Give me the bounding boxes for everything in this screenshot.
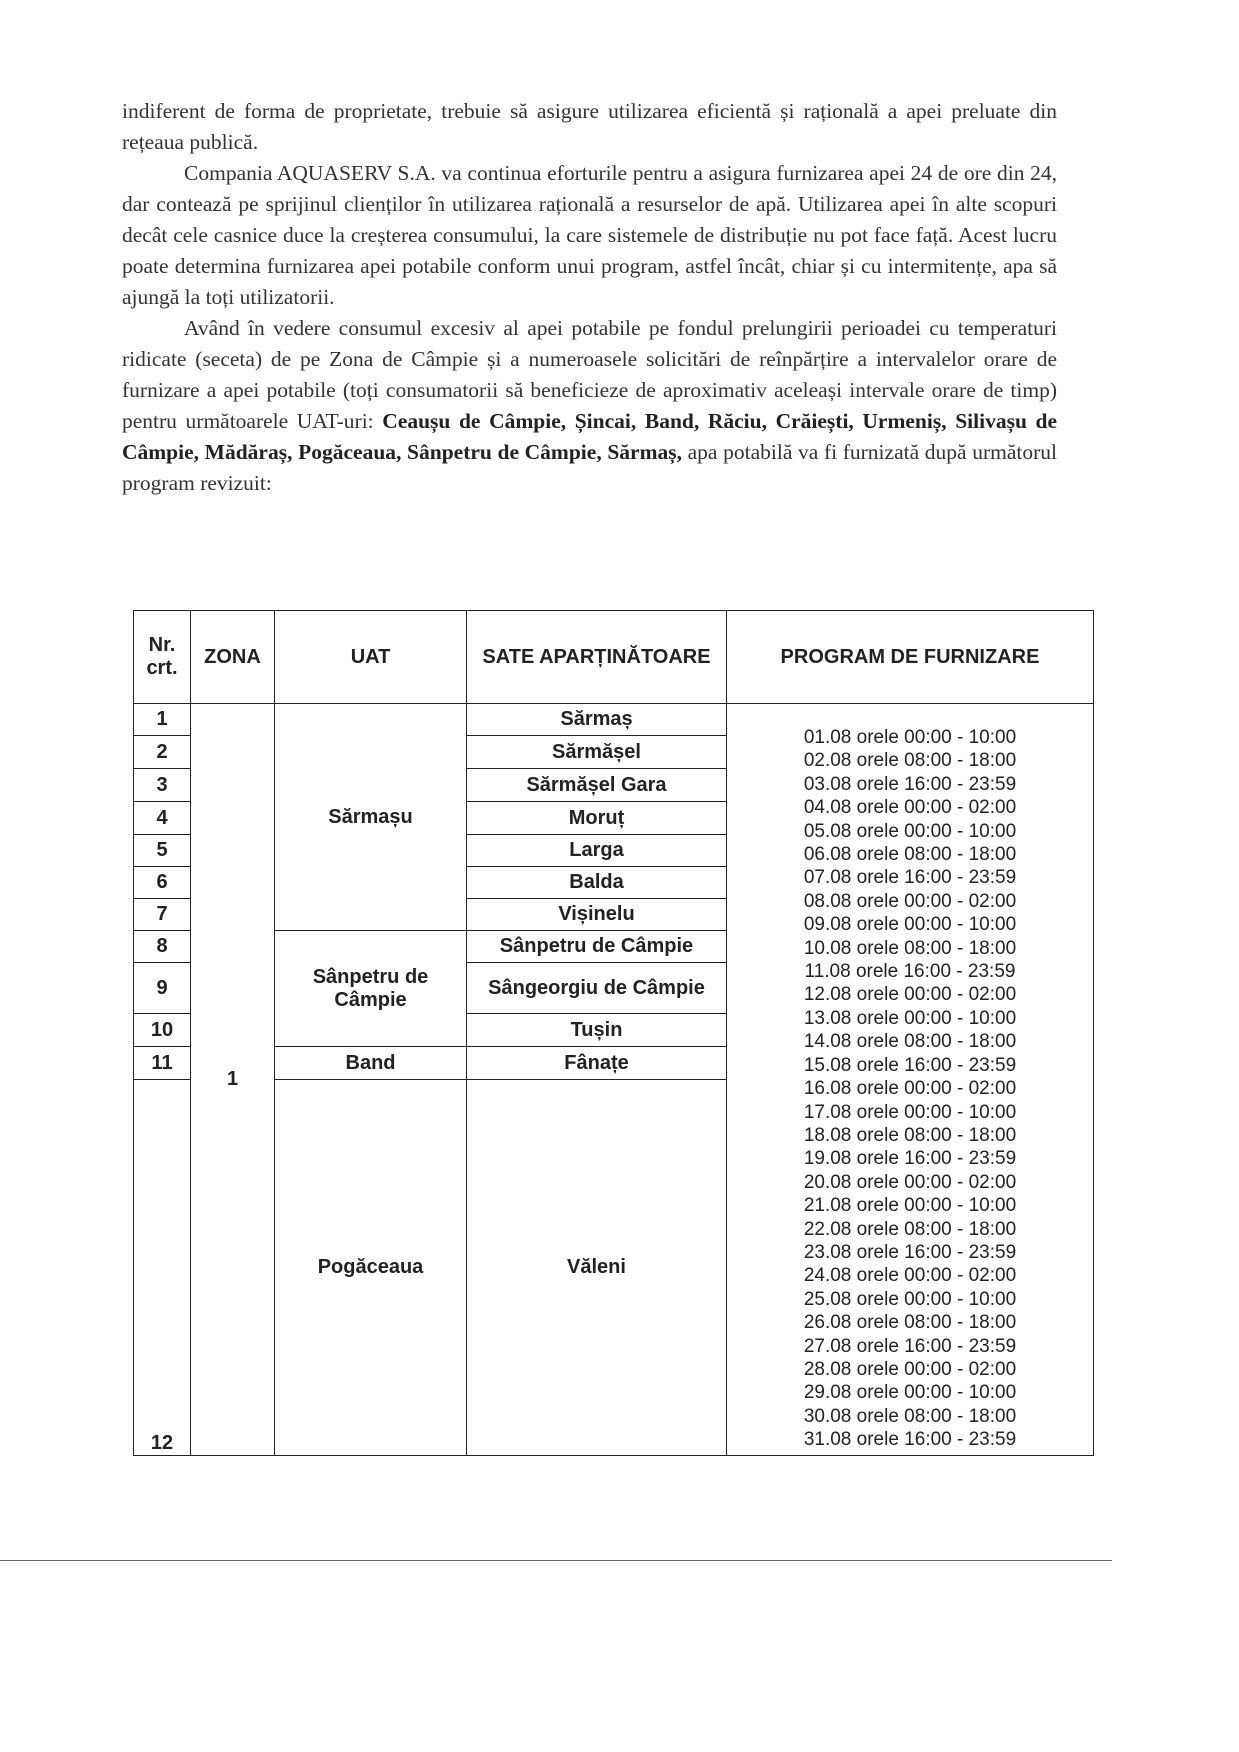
table-row: 2 Sărmășel xyxy=(133,735,1094,769)
schedule-line: 07.08 orele 16:00 - 23:59 xyxy=(803,867,1017,889)
paragraph: Compania AQUASERV S.A. va continua efort… xyxy=(122,161,1057,309)
village-cell: Sânpetru de Câmpie xyxy=(466,930,727,963)
row-number: 5 xyxy=(133,834,191,867)
schedule-line: 22.08 orele 08:00 - 18:00 xyxy=(803,1218,1017,1240)
table-row: 4 Moruț xyxy=(133,801,1094,835)
schedule-line: 04.08 orele 00:00 - 02:00 xyxy=(803,797,1017,819)
schedule-line: 31.08 orele 16:00 - 23:59 xyxy=(803,1429,1017,1451)
table-header: Nr. crt. ZONA UAT SATE APARȚINĂTOARE PRO… xyxy=(133,610,1094,704)
row-number: 1 xyxy=(133,703,191,736)
row-number: 6 xyxy=(133,866,191,899)
village-cell: Văleni xyxy=(466,1079,727,1456)
schedule-line: 27.08 orele 16:00 - 23:59 xyxy=(803,1335,1017,1357)
schedule-line: 02.08 orele 08:00 - 18:00 xyxy=(803,750,1017,772)
table-row: 3 Sărmășel Gara xyxy=(133,768,1094,802)
paragraph: Având în vedere consumul excesiv al apei… xyxy=(122,313,1057,499)
table-row: 8 Sânpetru de Câmpie Sânpetru de Câmpie xyxy=(133,930,1094,1047)
schedule-line: 30.08 orele 08:00 - 18:00 xyxy=(803,1405,1017,1427)
paragraph: indiferent de forma de proprietate, treb… xyxy=(122,99,1057,154)
schedule-line: 23.08 orele 16:00 - 23:59 xyxy=(803,1241,1017,1263)
paragraph-text: Având în vedere consumul excesiv al apei… xyxy=(122,316,1057,433)
header-zona: ZONA xyxy=(190,610,275,704)
row-number: 8 xyxy=(133,930,191,963)
schedule-line: 10.08 orele 08:00 - 18:00 xyxy=(803,937,1017,959)
row-number: 7 xyxy=(133,898,191,931)
row-number: 11 xyxy=(133,1046,191,1080)
paragraph-text: apa potabilă va fi furnizată după următo… xyxy=(122,440,1057,495)
header-program: PROGRAM DE FURNIZARE xyxy=(726,610,1094,704)
schedule-line: 25.08 orele 00:00 - 10:00 xyxy=(803,1288,1017,1310)
schedule-line: 06.08 orele 08:00 - 18:00 xyxy=(803,844,1017,866)
schedule-line: 19.08 orele 16:00 - 23:59 xyxy=(803,1148,1017,1170)
schedule-line: 08.08 orele 00:00 - 02:00 xyxy=(803,890,1017,912)
uat-cell: Pogăceaua xyxy=(274,1079,467,1456)
schedule-line: 21.08 orele 00:00 - 10:00 xyxy=(803,1195,1017,1217)
village-cell: Sărmășel Gara xyxy=(466,768,727,802)
table-row: 1 1 Sărmașu Sărmaș 01.08 orele 00:00 - 10:00… xyxy=(133,703,1094,1456)
schedule-line: 18.08 orele 08:00 - 18:00 xyxy=(803,1124,1017,1146)
table-row: 10 Tușin xyxy=(133,1013,1094,1047)
schedule-line: 15.08 orele 16:00 - 23:59 xyxy=(803,1054,1017,1076)
row-number: 10 xyxy=(133,1013,191,1047)
schedule-line: 12.08 orele 00:00 - 02:00 xyxy=(803,984,1017,1006)
schedule-line: 28.08 orele 00:00 - 02:00 xyxy=(803,1358,1017,1380)
village-cell: Larga xyxy=(466,834,727,867)
uat-list: Ceaușu de Câmpie, Șincai, Band, Răciu, C… xyxy=(122,409,1058,464)
schedule-line: 09.08 orele 00:00 - 10:00 xyxy=(803,914,1017,936)
village-cell: Balda xyxy=(466,866,727,899)
row-number: 12 xyxy=(133,1079,191,1456)
schedule-line: 03.08 orele 16:00 - 23:59 xyxy=(803,773,1017,795)
row-number: 9 xyxy=(133,962,191,1014)
schedule-line: 14.08 orele 08:00 - 18:00 xyxy=(803,1031,1017,1053)
schedule-line: 24.08 orele 00:00 - 02:00 xyxy=(803,1265,1017,1287)
schedule-line: 13.08 orele 00:00 - 10:00 xyxy=(803,1007,1017,1029)
village-cell: Sângeorgiu de Câmpie xyxy=(466,962,727,1014)
schedule-line: 11.08 orele 16:00 - 23:59 xyxy=(804,961,1016,983)
table-row: 9 Sângeorgiu de Câmpie xyxy=(133,962,1094,1014)
header-nr: Nr. crt. xyxy=(133,610,191,704)
schedule-line: 01.08 orele 00:00 - 10:00 xyxy=(803,727,1017,748)
village-cell: Moruț xyxy=(466,801,727,835)
header-sate: SATE APARȚINĂTOARE xyxy=(466,610,727,704)
uat-cell: Sânpetru de Câmpie xyxy=(274,930,467,1047)
header-uat: UAT xyxy=(274,610,467,704)
table-row: 6 Balda xyxy=(133,866,1094,899)
uat-cell: Band xyxy=(274,1046,467,1080)
schedule-line: 20.08 orele 00:00 - 02:00 xyxy=(803,1171,1017,1193)
bottom-rule xyxy=(0,1560,1112,1561)
schedule-line: 17.08 orele 00:00 - 10:00 xyxy=(803,1101,1017,1123)
village-cell: Tușin xyxy=(466,1013,727,1047)
schedule-line: 16.08 orele 00:00 - 02:00 xyxy=(803,1078,1017,1100)
program-cell: 01.08 orele 00:00 - 10:00 02.08 orele 08:… xyxy=(726,703,1094,1456)
village-cell: Sărmaș xyxy=(466,703,727,736)
village-cell: Vișinelu xyxy=(466,898,727,931)
zona-cell: 1 xyxy=(190,703,275,1456)
village-cell: Fânațe xyxy=(466,1046,727,1080)
table-row: 12 Pogăceaua Văleni xyxy=(133,1079,1094,1456)
schedule-table: Nr. crt. ZONA UAT SATE APARȚINĂTOARE PRO… xyxy=(133,610,1094,1456)
uat-cell: Sărmașu xyxy=(274,703,467,931)
table-row: 11 Band Fânațe xyxy=(133,1046,1094,1080)
schedule-line: 26.08 orele 08:00 - 18:00 xyxy=(803,1312,1017,1334)
schedule-line: 29.08 orele 00:00 - 10:00 xyxy=(803,1382,1017,1404)
village-cell: Sărmășel xyxy=(466,735,727,769)
schedule-line: 05.08 orele 00:00 - 10:00 xyxy=(803,820,1017,842)
body-text: indiferent de forma de proprietate, treb… xyxy=(122,96,1057,499)
row-number: 3 xyxy=(133,768,191,802)
row-number: 2 xyxy=(133,735,191,769)
table-row: 5 Larga xyxy=(133,834,1094,867)
row-number: 4 xyxy=(133,801,191,835)
